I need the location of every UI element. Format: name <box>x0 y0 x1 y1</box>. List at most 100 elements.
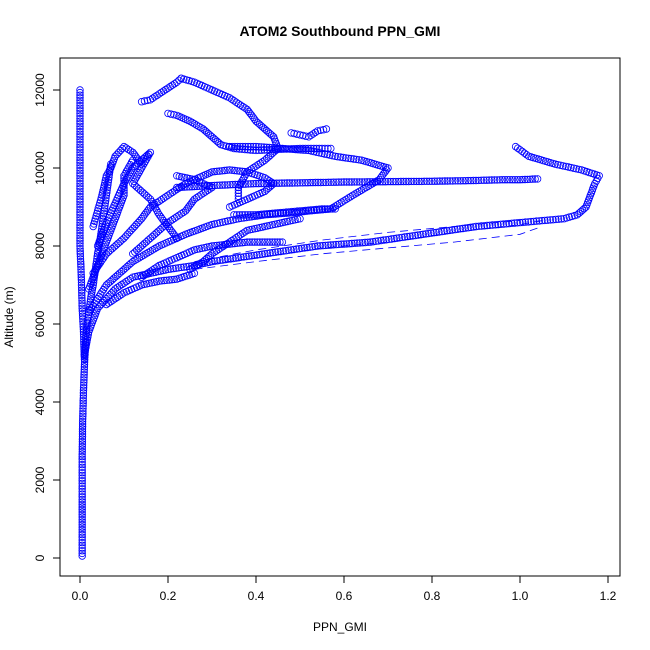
data-point <box>516 218 524 227</box>
data-point <box>407 177 415 186</box>
data-point <box>138 188 147 196</box>
data-point <box>291 179 299 187</box>
data-point <box>78 544 86 552</box>
data-point <box>78 417 87 426</box>
data-point <box>445 226 454 235</box>
data-point <box>114 148 123 157</box>
data-point <box>78 422 87 431</box>
data-point <box>76 187 84 196</box>
data-point <box>268 145 277 154</box>
data-point <box>299 144 307 153</box>
data-point <box>521 175 529 184</box>
data-point <box>516 175 524 184</box>
data-point <box>358 238 367 247</box>
data-point <box>76 182 84 190</box>
data-point <box>76 174 84 183</box>
data-point <box>78 520 86 529</box>
data-point <box>453 225 462 233</box>
data-point <box>564 163 573 171</box>
data-point <box>78 440 87 448</box>
data-point <box>76 179 84 188</box>
data-point <box>255 146 263 154</box>
data-point <box>78 505 86 514</box>
data-point <box>145 279 153 287</box>
data-point <box>76 94 84 102</box>
data-point <box>520 149 529 157</box>
data-point <box>441 177 449 185</box>
data-point <box>120 174 128 182</box>
data-point <box>316 126 325 134</box>
data-point <box>304 144 312 153</box>
data-point <box>76 112 84 120</box>
data-point <box>76 156 84 164</box>
data-point <box>247 180 255 188</box>
data-point <box>80 368 88 376</box>
data-point <box>148 232 157 241</box>
data-point <box>169 264 177 273</box>
data-point <box>506 175 514 184</box>
data-point <box>348 178 356 186</box>
data-point <box>78 518 86 526</box>
data-point <box>322 125 331 133</box>
data-point <box>77 283 86 292</box>
data-point <box>78 510 86 519</box>
data-point <box>223 166 231 174</box>
data-point <box>165 276 173 284</box>
data-point <box>76 208 84 216</box>
data-point <box>142 237 151 246</box>
data-point <box>134 218 142 227</box>
data-point <box>129 250 137 258</box>
data-point <box>290 144 299 153</box>
data-point <box>154 208 162 217</box>
data-point <box>76 122 84 131</box>
data-point <box>164 109 172 118</box>
data-point <box>122 232 130 240</box>
dashed-line-0 <box>198 220 543 266</box>
data-point <box>355 156 363 164</box>
data-point <box>250 251 258 260</box>
data-point <box>168 276 176 284</box>
data-point <box>78 533 86 541</box>
data-point <box>235 239 244 247</box>
data-point <box>78 469 86 477</box>
data-point <box>79 389 88 397</box>
data-point <box>318 205 326 213</box>
data-point <box>392 177 400 186</box>
data-point <box>246 146 255 154</box>
data-point <box>151 244 159 253</box>
data-point <box>456 177 465 185</box>
data-point <box>252 146 260 155</box>
data-point <box>440 227 448 235</box>
data-point <box>317 178 325 187</box>
data-point <box>153 243 161 251</box>
data-point <box>76 195 84 203</box>
data-point <box>78 552 86 560</box>
data-point <box>80 373 88 381</box>
data-point <box>531 175 539 183</box>
data-point <box>301 206 310 215</box>
data-point <box>369 237 377 246</box>
data-point <box>76 203 84 211</box>
data-point <box>502 220 510 228</box>
data-point <box>78 487 86 496</box>
data-point <box>312 144 321 153</box>
data-point <box>82 341 91 349</box>
data-point <box>395 234 404 242</box>
data-point <box>518 175 527 184</box>
data-point <box>538 216 546 225</box>
data-point <box>262 186 271 194</box>
data-point <box>157 277 166 285</box>
data-point <box>140 97 149 105</box>
data-point <box>282 208 290 216</box>
data-point <box>131 248 139 256</box>
data-point <box>76 221 84 229</box>
data-point <box>268 131 276 139</box>
data-point <box>78 490 86 498</box>
data-point <box>518 147 526 156</box>
data-point <box>76 190 84 198</box>
data-point <box>137 160 146 168</box>
data-point <box>271 248 280 256</box>
data-point <box>78 482 86 490</box>
data-point <box>464 223 472 232</box>
data-point <box>210 167 219 176</box>
